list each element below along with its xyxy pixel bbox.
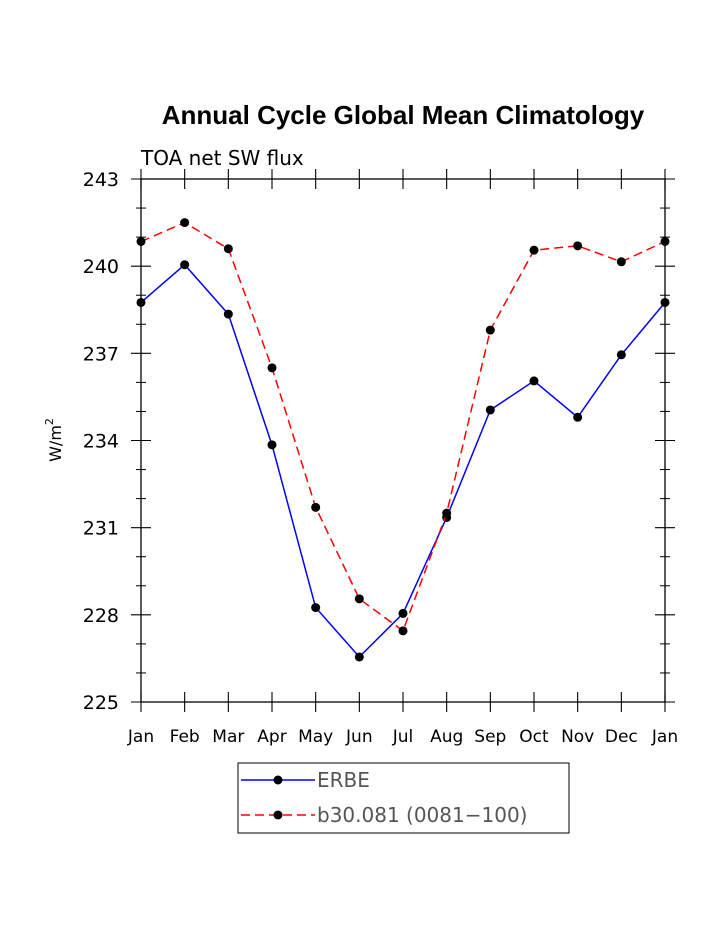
y-tick-label: 240 [83,256,119,278]
series-1-marker [180,218,190,228]
series-0-marker [136,297,146,307]
series-0-marker [573,412,583,422]
y-axis-title: W/m2 [43,418,65,462]
x-tick-label: Oct [519,727,549,747]
series-1-marker [354,594,364,604]
series-1-marker [136,236,146,246]
series-0-marker [660,297,670,307]
x-tick-label: Jan [651,727,678,747]
legend-marker-erbe [273,775,283,785]
series-1-marker [573,241,583,251]
y-tick-label: 228 [83,605,119,627]
series-0-marker [267,440,277,450]
plot-frame [140,178,666,703]
legend-box [237,762,570,834]
legend-label-b30-081: b30.081 (0081−100) [317,803,527,827]
axes [131,169,675,712]
x-tick-label: Jul [392,727,414,747]
y-tick-label: 225 [83,692,119,714]
x-tick-label: Dec [605,727,638,747]
y-tick-label: 243 [83,169,119,191]
series-1-marker [485,325,495,335]
legend-marker-b30-081 [273,810,283,820]
series-line-1 [140,221,666,633]
series-1-marker [311,502,321,512]
legend-label-erbe: ERBE [317,768,370,792]
series-1-marker [442,508,452,518]
series-0-marker [311,603,321,613]
x-tick-label: Sep [474,727,506,747]
series-0-marker [180,260,190,270]
series-0-marker [223,309,233,319]
x-tick-label: May [298,727,333,747]
series-1-marker [398,626,408,636]
y-tick-label: 234 [83,431,119,453]
svg-text:W/m2: W/m2 [43,418,65,462]
x-tick-label: Jun [345,727,373,747]
y-tick-label: 231 [83,518,119,540]
y-tick-label: 237 [83,343,119,365]
x-tick-labels: Jan Feb Mar Apr May Jun Jul Aug Sep Oct Nov Dec Jan [127,727,678,747]
x-tick-label: Feb [170,727,200,747]
x-tick-label: Apr [257,727,286,747]
series-1-marker [660,236,670,246]
x-tick-label: Nov [561,727,594,747]
chart-subtitle: TOA net SW flux [140,146,304,170]
x-tick-label: Aug [430,727,463,747]
series-1-marker [223,244,233,254]
series-layer [136,218,670,662]
series-1-marker [616,257,626,267]
series-0-marker [354,652,364,662]
y-axis-title-base: W/m [46,425,65,462]
y-axis-title-superscript: 2 [43,418,56,425]
x-tick-label: Mar [212,727,244,747]
series-1-marker [267,363,277,373]
y-tick-labels: 225 228 231 234 237 240 243 [83,169,119,714]
series-line-0 [140,263,666,659]
series-0-marker [616,350,626,360]
chart-title: Annual Cycle Global Mean Climatology [162,100,645,130]
legend: ERBE b30.081 (0081−100) [237,762,570,834]
series-0-marker [398,608,408,618]
series-1-marker [529,245,539,255]
series-0-marker [529,376,539,386]
x-tick-label: Jan [127,727,154,747]
series-0-marker [485,405,495,415]
